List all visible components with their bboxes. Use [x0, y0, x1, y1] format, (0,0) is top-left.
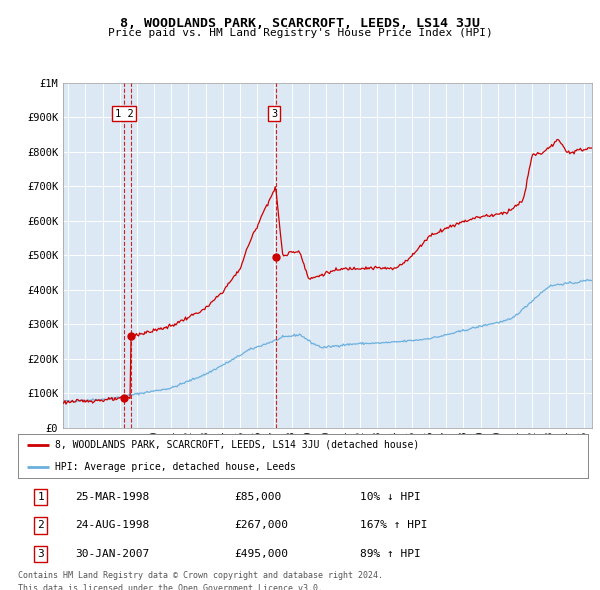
Text: HPI: Average price, detached house, Leeds: HPI: Average price, detached house, Leed…: [55, 462, 296, 472]
Text: 3: 3: [37, 549, 44, 559]
Text: Price paid vs. HM Land Registry's House Price Index (HPI): Price paid vs. HM Land Registry's House …: [107, 28, 493, 38]
Text: £267,000: £267,000: [235, 520, 289, 530]
Text: 1: 1: [37, 492, 44, 502]
Text: 1 2: 1 2: [115, 109, 133, 119]
Text: 24-AUG-1998: 24-AUG-1998: [75, 520, 149, 530]
Text: 25-MAR-1998: 25-MAR-1998: [75, 492, 149, 502]
Text: £495,000: £495,000: [235, 549, 289, 559]
Text: 10% ↓ HPI: 10% ↓ HPI: [360, 492, 421, 502]
Text: 3: 3: [271, 109, 277, 119]
Text: This data is licensed under the Open Government Licence v3.0.: This data is licensed under the Open Gov…: [18, 584, 323, 590]
Text: 30-JAN-2007: 30-JAN-2007: [75, 549, 149, 559]
Text: £85,000: £85,000: [235, 492, 282, 502]
Text: 2: 2: [37, 520, 44, 530]
Text: 89% ↑ HPI: 89% ↑ HPI: [360, 549, 421, 559]
Text: 8, WOODLANDS PARK, SCARCROFT, LEEDS, LS14 3JU (detached house): 8, WOODLANDS PARK, SCARCROFT, LEEDS, LS1…: [55, 440, 419, 450]
Text: 8, WOODLANDS PARK, SCARCROFT, LEEDS, LS14 3JU: 8, WOODLANDS PARK, SCARCROFT, LEEDS, LS1…: [120, 17, 480, 30]
Text: 167% ↑ HPI: 167% ↑ HPI: [360, 520, 427, 530]
Text: Contains HM Land Registry data © Crown copyright and database right 2024.: Contains HM Land Registry data © Crown c…: [18, 571, 383, 580]
